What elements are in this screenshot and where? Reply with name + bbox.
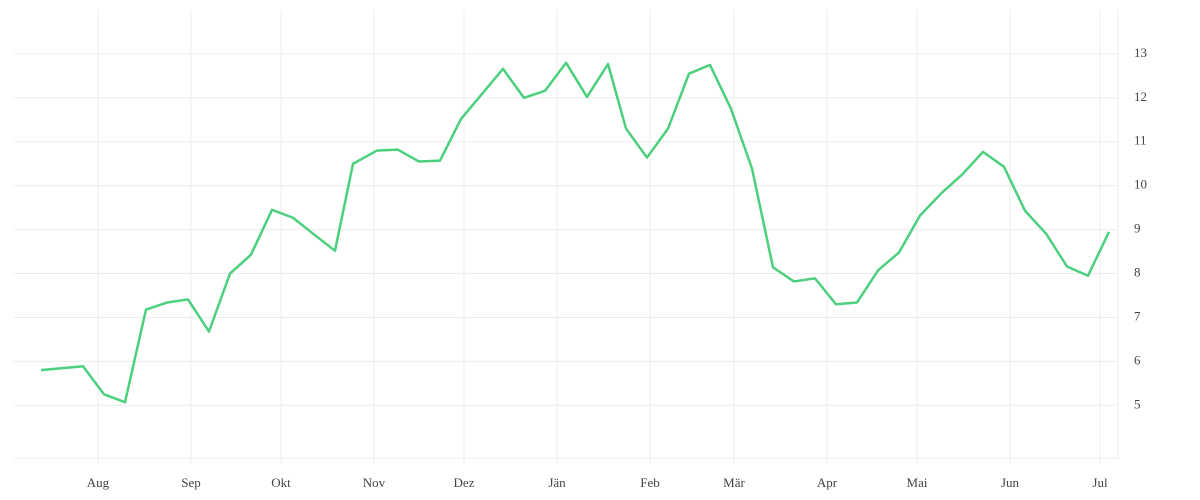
y-tick-label: 8 [1134,265,1141,280]
y-tick-label: 10 [1134,177,1147,192]
y-tick-label: 11 [1134,133,1147,148]
x-tick-label: Feb [640,475,660,490]
x-tick-label: Dez [454,475,475,490]
x-tick-label: Nov [363,475,386,490]
x-tick-label: Apr [817,475,838,490]
y-tick-label: 5 [1134,396,1141,411]
x-tick-label: Aug [87,475,110,490]
x-tick-label: Jun [1001,475,1020,490]
y-tick-label: 12 [1134,89,1147,104]
x-tick-label: Jän [548,475,566,490]
x-tick-label: Jul [1092,475,1108,490]
y-tick-label: 9 [1134,221,1141,236]
x-tick-label: Sep [181,475,201,490]
x-tick-label: Okt [271,475,291,490]
x-tick-label: Mai [907,475,928,490]
data-line [40,61,1111,404]
y-tick-label: 13 [1134,45,1147,60]
y-tick-label: 6 [1134,352,1141,367]
y-tick-label: 7 [1134,308,1141,323]
x-tick-label: Mär [723,475,745,490]
